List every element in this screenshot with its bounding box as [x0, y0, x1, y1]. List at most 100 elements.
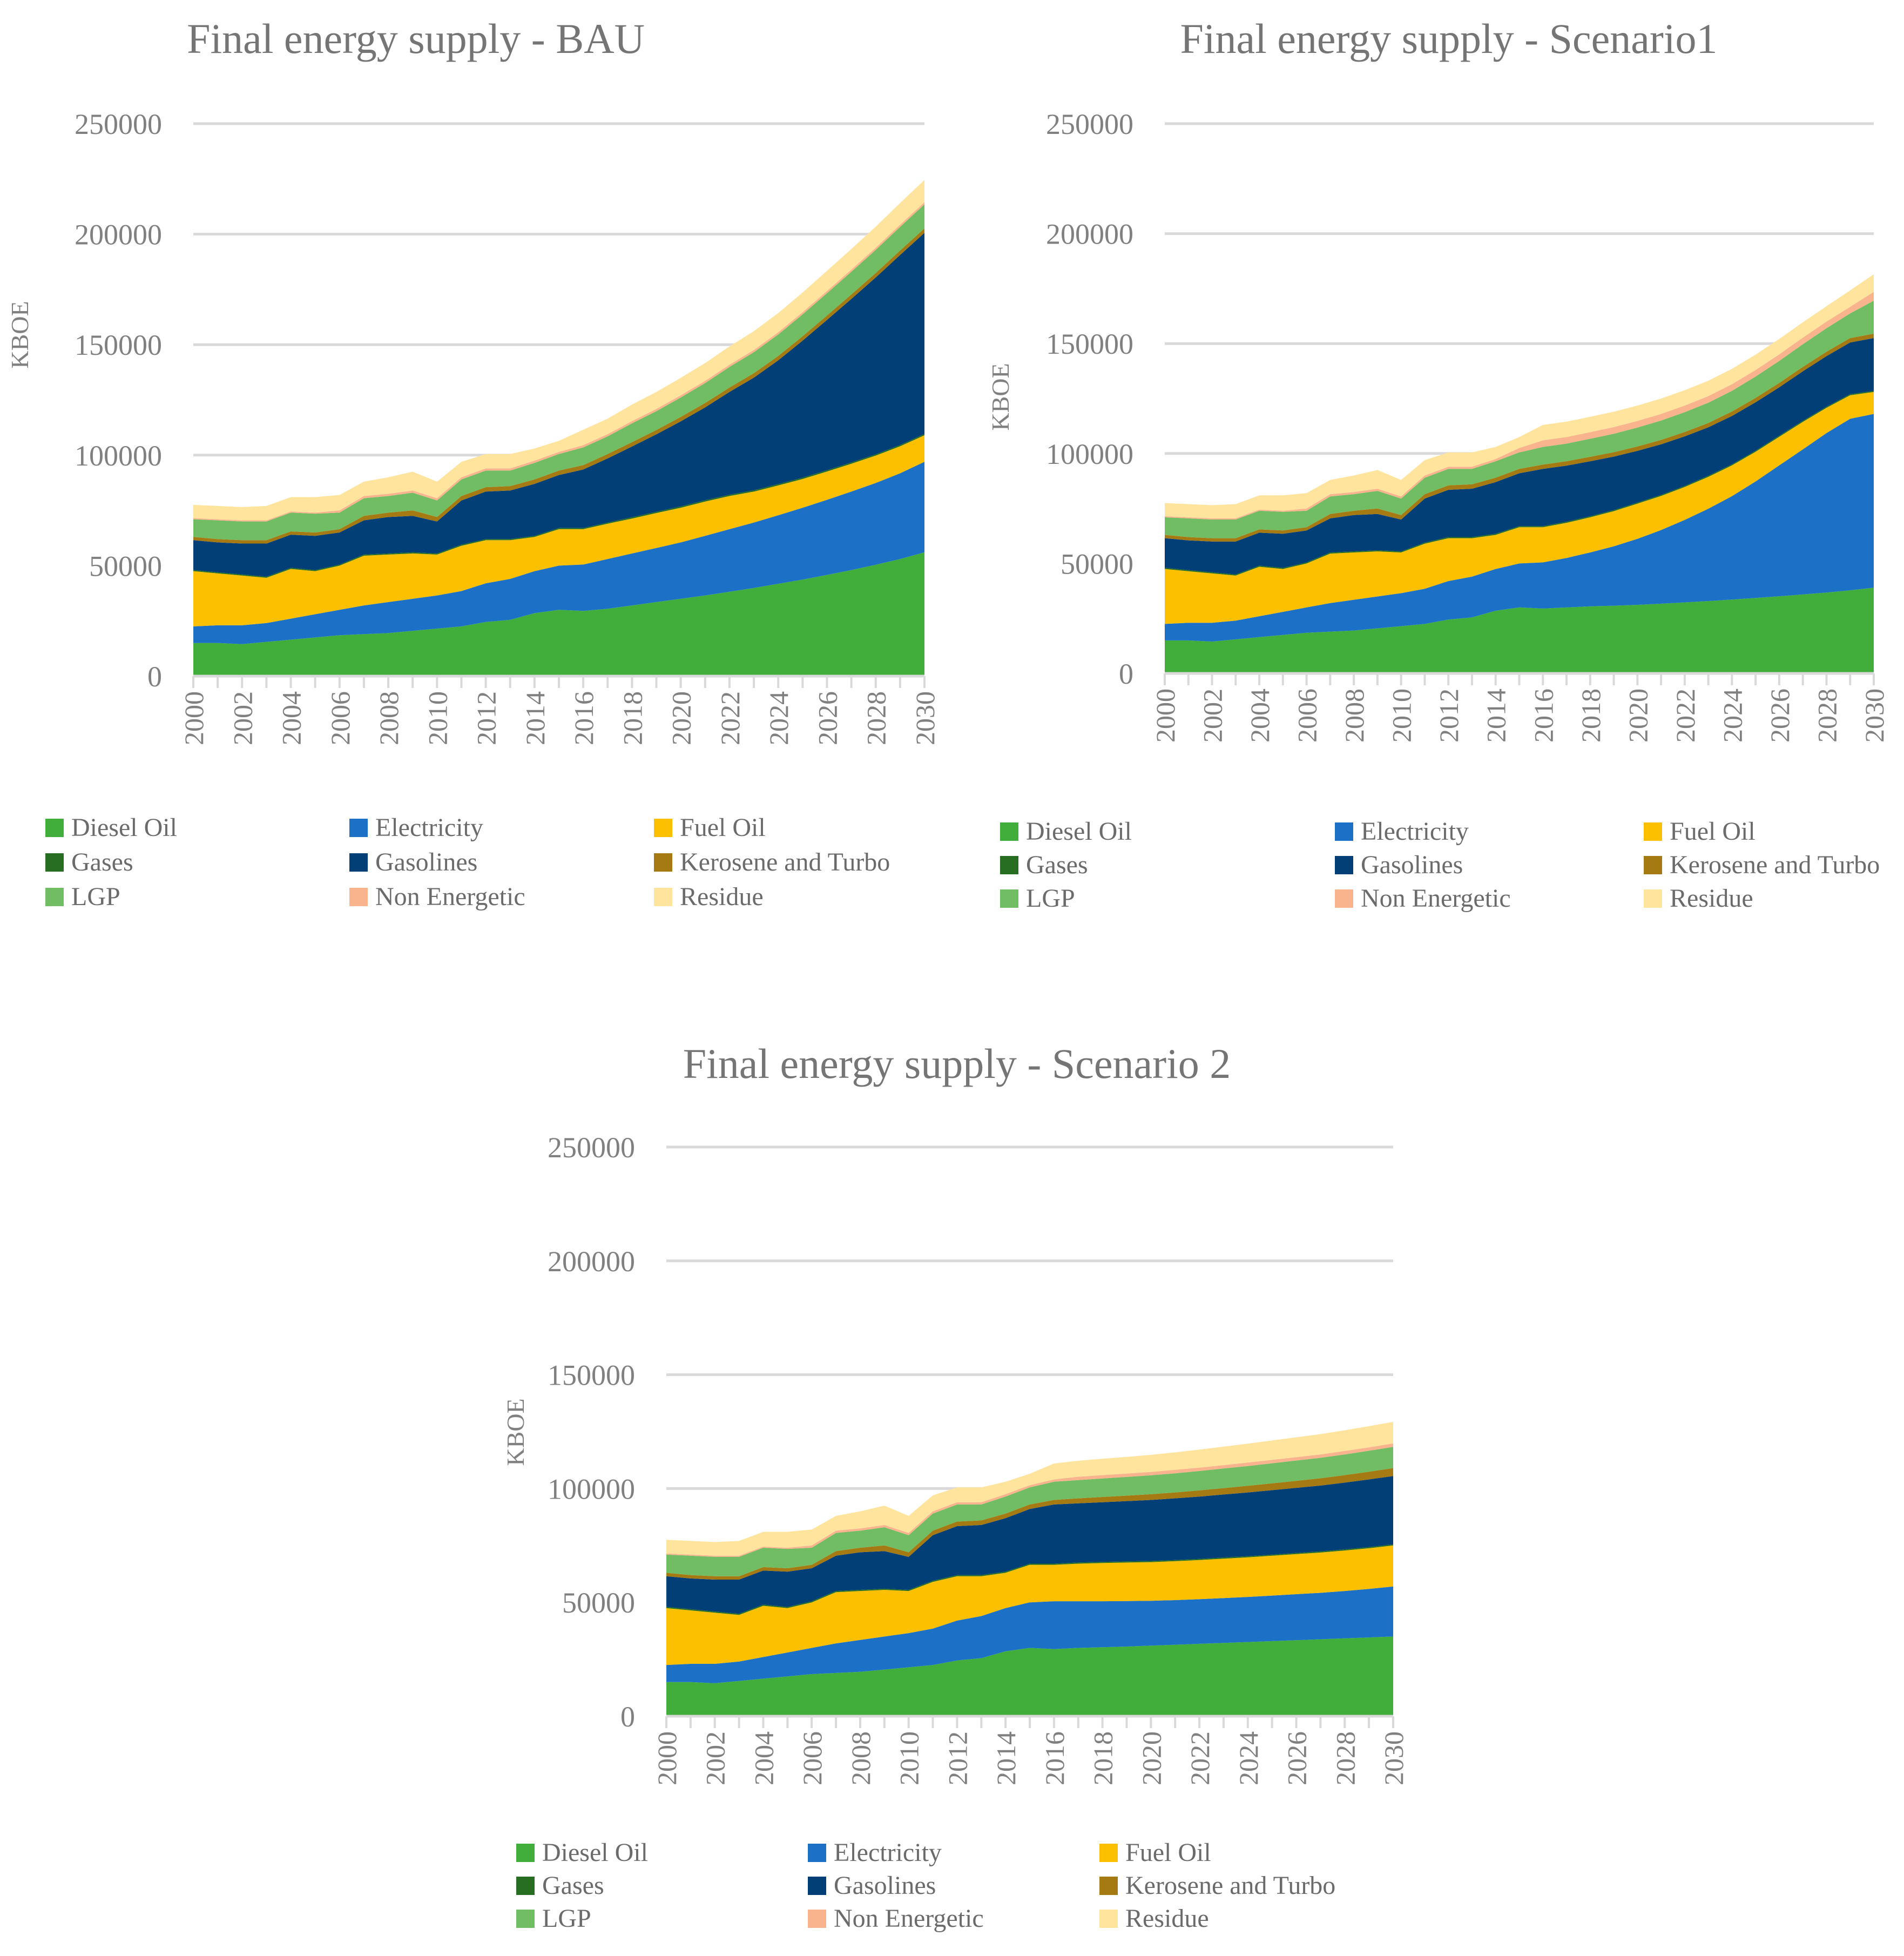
legend-item-fuel-oil: Fuel Oil: [1099, 1838, 1211, 1867]
x-tick-label: 2008: [374, 691, 404, 745]
legend-label: LGP: [71, 882, 120, 911]
legend-swatch: [516, 1910, 535, 1928]
area-kerosene-and-turbo: [666, 1468, 1393, 1580]
legend-swatch: [1000, 856, 1018, 874]
x-tick-label: 2000: [652, 1731, 682, 1785]
y-tick-label: 100000: [75, 440, 162, 472]
legend-item-kerosene-and-turbo: Kerosene and Turbo: [1644, 851, 1880, 879]
legend-swatch: [808, 1910, 826, 1928]
legend-label: Gases: [542, 1871, 604, 1900]
x-tick-label: 2014: [1481, 689, 1511, 743]
legend-label: Gases: [71, 848, 133, 876]
legend-swatch: [654, 819, 672, 837]
x-tick-label: 2008: [846, 1731, 876, 1785]
x-tick-label: 2012: [1434, 689, 1464, 743]
legend-label: LGP: [1026, 884, 1075, 913]
legend-item-residue: Residue: [1099, 1904, 1209, 1933]
y-tick-label: 100000: [1046, 438, 1133, 470]
x-tick-label: 2022: [715, 691, 745, 745]
chart-title: Final energy supply - BAU: [187, 15, 645, 62]
legend-label: Gasolines: [1361, 851, 1463, 879]
legend-swatch: [654, 888, 672, 906]
x-tick-label: 2024: [764, 691, 794, 745]
x-tick-label: 2018: [1088, 1731, 1118, 1785]
x-tick-label: 2006: [1292, 689, 1322, 743]
x-tick-label: 2020: [1623, 689, 1653, 743]
x-tick-label: 2006: [797, 1731, 827, 1785]
legend-label: Residue: [680, 882, 764, 911]
area-residue: [666, 1421, 1393, 1556]
legend-item-electricity: Electricity: [808, 1838, 942, 1867]
area-fuel-oil: [193, 435, 924, 626]
legend-item-residue: Residue: [654, 882, 764, 911]
area-electricity: [1165, 414, 1874, 642]
y-tick-label: 0: [620, 1701, 635, 1733]
legend-item-gasolines: Gasolines: [808, 1871, 936, 1900]
legend-item-non-energetic: Non Energetic: [808, 1904, 984, 1933]
legend-swatch: [349, 853, 368, 872]
y-tick-label: 150000: [548, 1359, 635, 1392]
legend-swatch: [1335, 889, 1353, 908]
legend-label: Diesel Oil: [71, 813, 177, 842]
legend-label: LGP: [542, 1904, 591, 1933]
legend-swatch: [45, 819, 64, 837]
legend-item-kerosene-and-turbo: Kerosene and Turbo: [654, 848, 890, 876]
chart-scenario1: Final energy supply - Scenario1 0 50000 100…: [987, 15, 1889, 913]
legend-item-residue: Residue: [1644, 884, 1753, 913]
area-fuel-oil: [666, 1545, 1393, 1665]
x-tick-label: 2016: [1528, 689, 1558, 743]
x-tick-label: 2004: [1245, 689, 1275, 743]
x-tick-label: 2000: [1150, 689, 1180, 743]
chart-scenario2: Final energy supply - Scenario 2 0 50000 10…: [502, 1040, 1409, 1933]
legend-label: Gases: [1026, 851, 1088, 879]
chart-title: Final energy supply - Scenario1: [1180, 15, 1717, 62]
legend-label: Kerosene and Turbo: [1125, 1871, 1335, 1900]
legend-label: Kerosene and Turbo: [1670, 851, 1880, 879]
legend-label: Electricity: [375, 813, 483, 842]
x-tick-label: 2014: [520, 691, 550, 745]
area-gasolines: [666, 1476, 1393, 1614]
legend-swatch: [1644, 889, 1662, 908]
legend-item-gases: Gases: [1000, 851, 1088, 879]
y-tick-label: 0: [1119, 658, 1133, 690]
legend-item-diesel-oil: Diesel Oil: [1000, 817, 1132, 846]
legend-swatch: [1335, 856, 1353, 874]
x-tick-label: 2000: [179, 691, 209, 745]
legend-item-non-energetic: Non Energetic: [349, 882, 525, 911]
legend-label: Gasolines: [375, 848, 477, 876]
x-tick-label: 2016: [1039, 1731, 1070, 1785]
legend-label: Electricity: [834, 1838, 942, 1867]
area-lgp: [666, 1447, 1393, 1576]
legend-item-kerosene-and-turbo: Kerosene and Turbo: [1099, 1871, 1335, 1900]
y-tick-label: 50000: [562, 1587, 635, 1619]
x-tick-label: 2016: [569, 691, 599, 745]
legend-item-fuel-oil: Fuel Oil: [654, 813, 766, 842]
x-tick-label: 2014: [991, 1731, 1021, 1785]
legend-label: Residue: [1125, 1904, 1209, 1933]
area-diesel-oil: [1165, 588, 1874, 673]
legend-swatch: [1000, 822, 1018, 841]
legend-swatch: [45, 853, 64, 872]
x-tick-label: 2008: [1339, 689, 1369, 743]
legend-item-gases: Gases: [516, 1871, 604, 1900]
x-tick-label: 2010: [422, 691, 453, 745]
legend-item-lgp: LGP: [1000, 884, 1075, 913]
legend-swatch: [1644, 856, 1662, 874]
chart-title: Final energy supply - Scenario 2: [683, 1040, 1231, 1087]
y-tick-label: 150000: [1046, 328, 1133, 360]
area-electricity: [666, 1586, 1393, 1683]
x-tick-label: 2030: [1379, 1731, 1409, 1785]
area-gasolines: [1165, 338, 1874, 575]
x-tick-label: 2020: [666, 691, 697, 745]
legend-swatch: [1099, 1844, 1118, 1862]
legend-item-fuel-oil: Fuel Oil: [1644, 817, 1756, 846]
y-tick-label: 250000: [548, 1131, 635, 1164]
area-fuel-oil: [1165, 392, 1874, 624]
x-tick-label: 2028: [1330, 1731, 1360, 1785]
x-tick-label: 2022: [1670, 689, 1700, 743]
chart-bau: Final energy supply - BAU 0 50000 100000 150…: [6, 15, 940, 911]
legend-label: Diesel Oil: [542, 1838, 648, 1867]
x-tick-label: 2002: [700, 1731, 731, 1785]
y-axis-label: KBOE: [987, 363, 1014, 430]
legend-item-lgp: LGP: [516, 1904, 591, 1933]
